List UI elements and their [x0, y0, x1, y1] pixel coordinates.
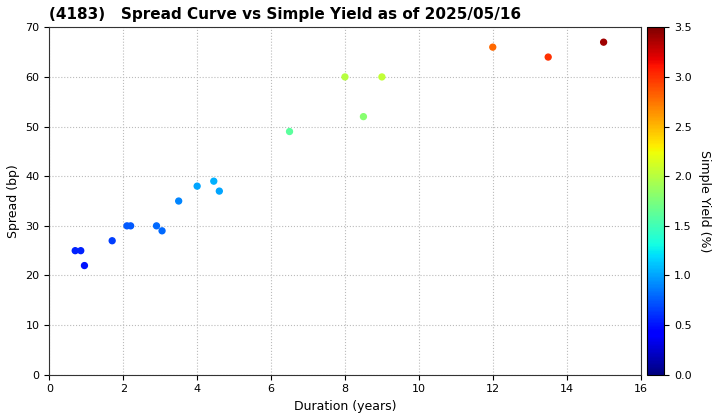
X-axis label: Duration (years): Duration (years) [294, 400, 396, 413]
Y-axis label: Simple Yield (%): Simple Yield (%) [698, 150, 711, 252]
Point [156, 228, 168, 234]
Point [542, 54, 554, 60]
Point [487, 44, 498, 50]
Point [376, 74, 387, 80]
Point [358, 113, 369, 120]
Point [125, 223, 136, 229]
Text: (4183)   Spread Curve vs Simple Yield as of 2025/05/16: (4183) Spread Curve vs Simple Yield as o… [50, 7, 521, 22]
Point [339, 74, 351, 80]
Point [173, 198, 184, 205]
Point [284, 128, 295, 135]
Point [69, 247, 81, 254]
Point [192, 183, 203, 189]
Point [78, 262, 90, 269]
Point [214, 188, 225, 194]
Point [121, 223, 132, 229]
Point [208, 178, 220, 184]
Y-axis label: Spread (bp): Spread (bp) [7, 164, 20, 238]
Point [150, 223, 162, 229]
Point [598, 39, 609, 45]
Point [107, 237, 118, 244]
Point [75, 247, 86, 254]
